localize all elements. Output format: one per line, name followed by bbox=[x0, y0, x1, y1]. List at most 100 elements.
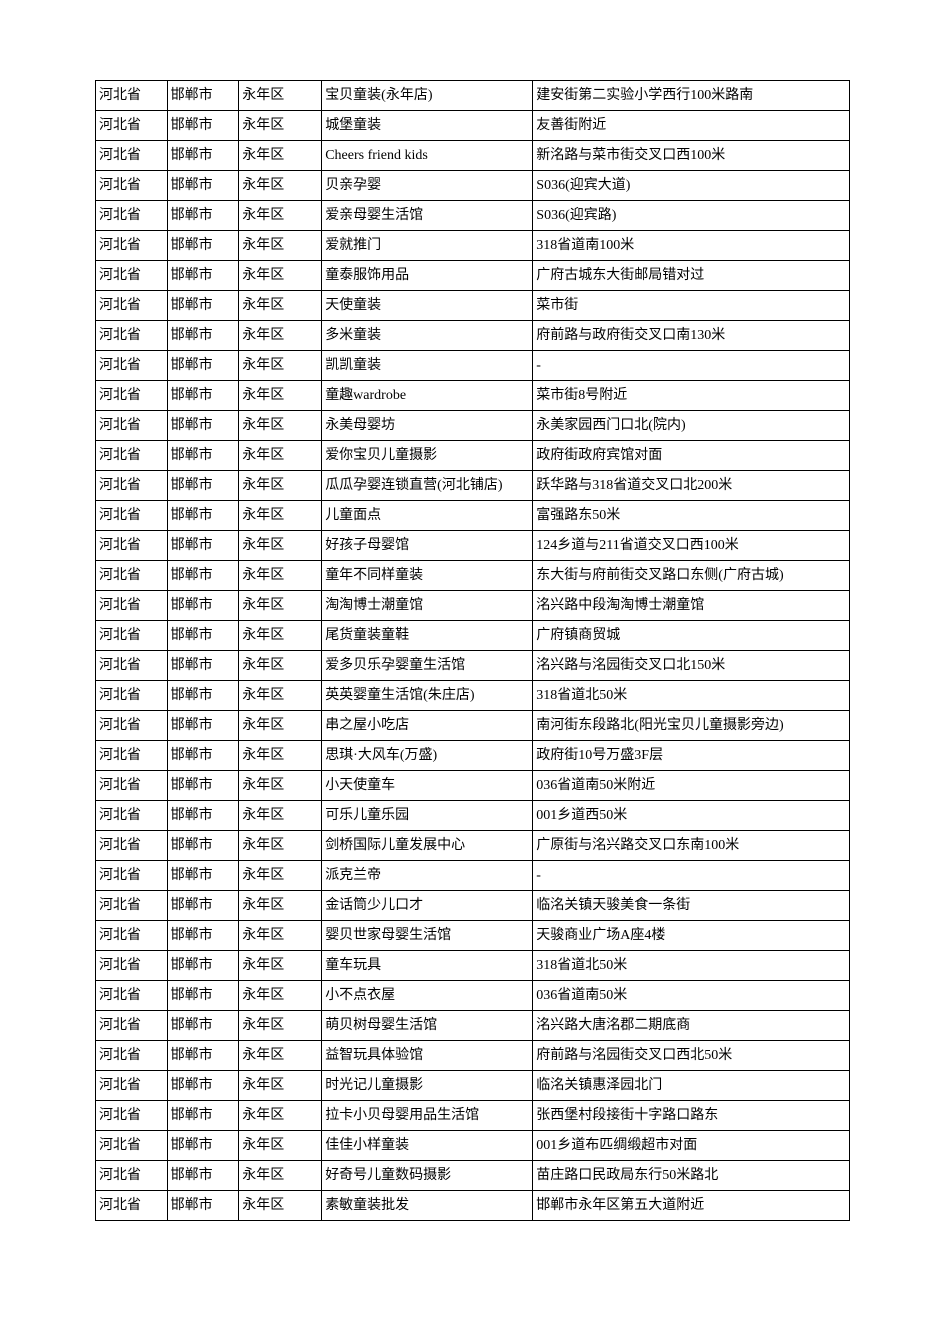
table-cell: 邯郸市 bbox=[167, 1071, 239, 1101]
table-cell: 萌贝树母婴生活馆 bbox=[322, 1011, 533, 1041]
table-cell: 永年区 bbox=[239, 501, 322, 531]
table-cell: 河北省 bbox=[96, 861, 168, 891]
table-cell: 318省道北50米 bbox=[533, 951, 850, 981]
table-cell: 儿童面点 bbox=[322, 501, 533, 531]
table-row: 河北省邯郸市永年区英英婴童生活馆(朱庄店)318省道北50米 bbox=[96, 681, 850, 711]
table-cell: 河北省 bbox=[96, 831, 168, 861]
table-row: 河北省邯郸市永年区派克兰帝- bbox=[96, 861, 850, 891]
table-cell: 河北省 bbox=[96, 981, 168, 1011]
table-cell: 益智玩具体验馆 bbox=[322, 1041, 533, 1071]
table-cell: 001乡道西50米 bbox=[533, 801, 850, 831]
table-cell: 广府古城东大街邮局错对过 bbox=[533, 261, 850, 291]
table-cell: 邯郸市 bbox=[167, 81, 239, 111]
table-cell: 河北省 bbox=[96, 651, 168, 681]
table-cell: 河北省 bbox=[96, 531, 168, 561]
table-cell: 永美家园西门口北(院内) bbox=[533, 411, 850, 441]
table-cell: 东大街与府前街交叉路口东侧(广府古城) bbox=[533, 561, 850, 591]
table-cell: 童趣wardrobe bbox=[322, 381, 533, 411]
table-cell: 邯郸市 bbox=[167, 381, 239, 411]
table-cell: 爱多贝乐孕婴童生活馆 bbox=[322, 651, 533, 681]
table-cell: 菜市街 bbox=[533, 291, 850, 321]
table-cell: 永年区 bbox=[239, 951, 322, 981]
table-row: 河北省邯郸市永年区凯凯童装- bbox=[96, 351, 850, 381]
table-row: 河北省邯郸市永年区贝亲孕婴S036(迎宾大道) bbox=[96, 171, 850, 201]
table-row: 河北省邯郸市永年区拉卡小贝母婴用品生活馆张西堡村段接街十字路口路东 bbox=[96, 1101, 850, 1131]
table-cell: 小天使童车 bbox=[322, 771, 533, 801]
table-cell: 永年区 bbox=[239, 801, 322, 831]
table-cell: 永年区 bbox=[239, 111, 322, 141]
table-cell: 河北省 bbox=[96, 471, 168, 501]
table-cell: 河北省 bbox=[96, 111, 168, 141]
table-cell: 童泰服饰用品 bbox=[322, 261, 533, 291]
table-cell: 邯郸市 bbox=[167, 441, 239, 471]
table-cell: 友善街附近 bbox=[533, 111, 850, 141]
table-cell: 河北省 bbox=[96, 441, 168, 471]
table-cell: 永年区 bbox=[239, 861, 322, 891]
table-cell: 拉卡小贝母婴用品生活馆 bbox=[322, 1101, 533, 1131]
table-row: 河北省邯郸市永年区小天使童车036省道南50米附近 bbox=[96, 771, 850, 801]
table-cell: 童车玩具 bbox=[322, 951, 533, 981]
table-cell: 邯郸市 bbox=[167, 921, 239, 951]
table-cell: 邯郸市 bbox=[167, 1011, 239, 1041]
table-cell: 爱就推门 bbox=[322, 231, 533, 261]
table-row: 河北省邯郸市永年区爱就推门318省道南100米 bbox=[96, 231, 850, 261]
table-cell: 洺兴路与洺园街交叉口北150米 bbox=[533, 651, 850, 681]
table-cell: 苗庄路口民政局东行50米路北 bbox=[533, 1161, 850, 1191]
table-row: 河北省邯郸市永年区宝贝童装(永年店)建安街第二实验小学西行100米路南 bbox=[96, 81, 850, 111]
table-cell: 多米童装 bbox=[322, 321, 533, 351]
table-cell: 永年区 bbox=[239, 921, 322, 951]
table-cell: 派克兰帝 bbox=[322, 861, 533, 891]
table-cell: 永年区 bbox=[239, 1131, 322, 1161]
table-cell: 永年区 bbox=[239, 351, 322, 381]
table-cell: 永美母婴坊 bbox=[322, 411, 533, 441]
table-cell: 邯郸市 bbox=[167, 981, 239, 1011]
table-row: 河北省邯郸市永年区剑桥国际儿童发展中心广原街与洺兴路交叉口东南100米 bbox=[96, 831, 850, 861]
table-cell: 政府街政府宾馆对面 bbox=[533, 441, 850, 471]
table-cell: 童年不同样童装 bbox=[322, 561, 533, 591]
table-cell: 贝亲孕婴 bbox=[322, 171, 533, 201]
table-cell: 永年区 bbox=[239, 741, 322, 771]
table-cell: 124乡道与211省道交叉口西100米 bbox=[533, 531, 850, 561]
table-cell: 河北省 bbox=[96, 381, 168, 411]
table-cell: 临洺关镇惠泽园北门 bbox=[533, 1071, 850, 1101]
table-cell: 邯郸市 bbox=[167, 1101, 239, 1131]
table-cell: 永年区 bbox=[239, 1011, 322, 1041]
table-row: 河北省邯郸市永年区童车玩具318省道北50米 bbox=[96, 951, 850, 981]
table-cell: 邯郸市 bbox=[167, 1161, 239, 1191]
table-cell: 跃华路与318省道交叉口北200米 bbox=[533, 471, 850, 501]
table-cell: 时光记儿童摄影 bbox=[322, 1071, 533, 1101]
table-cell: 爱你宝贝儿童摄影 bbox=[322, 441, 533, 471]
table-cell: 邯郸市 bbox=[167, 201, 239, 231]
table-row: 河北省邯郸市永年区城堡童装友善街附近 bbox=[96, 111, 850, 141]
table-cell: 001乡道布匹绸缎超市对面 bbox=[533, 1131, 850, 1161]
table-cell: 南河街东段路北(阳光宝贝儿童摄影旁边) bbox=[533, 711, 850, 741]
table-cell: 永年区 bbox=[239, 321, 322, 351]
table-cell: 邯郸市 bbox=[167, 411, 239, 441]
table-cell: 政府街10号万盛3F层 bbox=[533, 741, 850, 771]
table-cell: 广府镇商贸城 bbox=[533, 621, 850, 651]
table-cell: 府前路与洺园街交叉口西北50米 bbox=[533, 1041, 850, 1071]
table-cell: 河北省 bbox=[96, 561, 168, 591]
table-cell: 永年区 bbox=[239, 1071, 322, 1101]
table-row: 河北省邯郸市永年区儿童面点富强路东50米 bbox=[96, 501, 850, 531]
table-cell: 张西堡村段接街十字路口路东 bbox=[533, 1101, 850, 1131]
table-row: 河北省邯郸市永年区婴贝世家母婴生活馆天骏商业广场A座4楼 bbox=[96, 921, 850, 951]
table-cell: 永年区 bbox=[239, 591, 322, 621]
table-cell: 邯郸市 bbox=[167, 861, 239, 891]
table-row: 河北省邯郸市永年区萌贝树母婴生活馆洺兴路大唐洺郡二期底商 bbox=[96, 1011, 850, 1041]
table-cell: 永年区 bbox=[239, 1041, 322, 1071]
table-cell: 036省道南50米附近 bbox=[533, 771, 850, 801]
table-cell: 河北省 bbox=[96, 951, 168, 981]
table-cell: 永年区 bbox=[239, 681, 322, 711]
table-row: 河北省邯郸市永年区益智玩具体验馆府前路与洺园街交叉口西北50米 bbox=[96, 1041, 850, 1071]
table-row: 河北省邯郸市永年区可乐儿童乐园001乡道西50米 bbox=[96, 801, 850, 831]
table-cell: 河北省 bbox=[96, 501, 168, 531]
table-cell: 府前路与政府街交叉口南130米 bbox=[533, 321, 850, 351]
table-cell: 036省道南50米 bbox=[533, 981, 850, 1011]
table-cell: 永年区 bbox=[239, 1161, 322, 1191]
table-cell: 永年区 bbox=[239, 411, 322, 441]
table-cell: 河北省 bbox=[96, 1161, 168, 1191]
table-cell: 洺兴路大唐洺郡二期底商 bbox=[533, 1011, 850, 1041]
table-cell: 永年区 bbox=[239, 651, 322, 681]
table-cell: 河北省 bbox=[96, 591, 168, 621]
